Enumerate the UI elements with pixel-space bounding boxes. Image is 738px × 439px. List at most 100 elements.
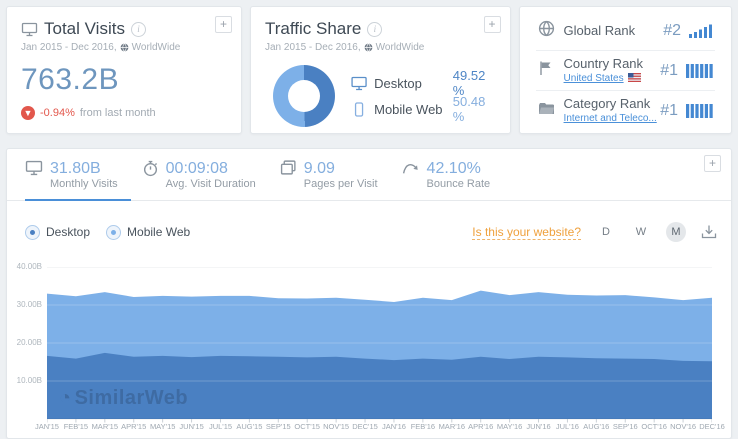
rank-bars-icon (686, 103, 713, 118)
add-to-dashboard-button[interactable]: + (483, 16, 501, 33)
x-tick-label: AUG'16 (583, 422, 610, 431)
mobile-icon (354, 101, 364, 117)
x-tick-label: JUN'15 (179, 422, 204, 431)
tab-bounce-rate[interactable]: 42.10% Bounce Rate (402, 159, 491, 190)
info-icon[interactable]: i (130, 21, 146, 37)
rank-value: #2 (663, 21, 681, 39)
pages-icon (280, 159, 296, 175)
stopwatch-icon (143, 160, 157, 176)
legend-toggle-desktop[interactable]: Desktop (25, 224, 90, 240)
x-tick-label: JAN'15 (35, 422, 59, 431)
card-title: Total Visits (44, 19, 125, 38)
is-this-your-website-link[interactable]: Is this your website? (472, 224, 581, 240)
stat-label: Bounce Rate (426, 177, 491, 190)
x-tick-label: JAN'16 (382, 422, 406, 431)
x-tick-label: APR'15 (121, 422, 147, 431)
legend-label: Desktop (374, 75, 422, 91)
x-axis-labels: JAN'15 FEB'15 MAR'15 APR'15 MAY'15 JUN'15 JUL'… (35, 422, 731, 432)
tab-pages-per-visit[interactable]: 9.09 Pages per Visit (280, 160, 378, 190)
y-tick-label: 10.00B (16, 376, 42, 385)
info-icon[interactable]: i (367, 21, 383, 37)
x-tick-label: FEB'15 (63, 422, 89, 431)
rank-bars-icon (686, 63, 713, 78)
total-visits-value: 763.2B (21, 63, 120, 96)
traffic-share-card: + Traffic Share i Jan 2015 - Dec 2016, W… (250, 6, 511, 134)
total-visits-card: + Total Visits i Jan 2015 - Dec 2016, Wo… (6, 6, 242, 134)
summary-cards-row: + Total Visits i Jan 2015 - Dec 2016, Wo… (6, 6, 732, 134)
x-tick-label: MAY'16 (496, 422, 523, 431)
x-tick-label: FEB'16 (410, 422, 436, 431)
similarweb-logo-icon: ◔ (59, 387, 72, 409)
change-note: from last month (79, 107, 156, 119)
card-title: Traffic Share (265, 19, 362, 38)
stacked-area-chart[interactable] (47, 267, 712, 424)
legend-label: Mobile Web (127, 225, 191, 239)
stat-value: 31.80B (50, 159, 101, 177)
change-value: -0.94% (40, 107, 75, 119)
scope-label: WorldWide (131, 42, 181, 53)
globe-icon (538, 20, 564, 42)
legend-value: 49.52 % (452, 68, 486, 98)
x-tick-label: DEC'15 (352, 422, 378, 431)
chart-controls: Desktop Mobile Web Is this your website?… (25, 217, 717, 247)
engagement-panel: + 31.80B Monthly Visits 00:09:08 Avg. Vi… (6, 148, 732, 439)
granularity-day-button[interactable]: D (596, 222, 616, 242)
x-tick-label: JUL'15 (208, 422, 233, 431)
scope-label: WorldWide (375, 42, 425, 53)
flag-icon (538, 60, 564, 81)
y-tick-label: 40.00B (16, 262, 42, 271)
legend-item-mobile: Mobile Web 50.48 % (351, 94, 496, 124)
rank-value: #1 (660, 101, 678, 119)
globe-icon (120, 43, 128, 52)
stat-value: 00:09:08 (165, 159, 228, 177)
card-subtitle: Jan 2015 - Dec 2016, WorldWide (265, 42, 496, 53)
x-tick-label: DEC'16 (699, 422, 725, 431)
x-tick-label: MAR'16 (438, 422, 466, 431)
legend-toggle-mobile[interactable]: Mobile Web (106, 224, 191, 240)
rank-bars-icon (689, 24, 712, 38)
x-tick-label: OCT'16 (641, 422, 667, 431)
traffic-share-donut-chart (273, 65, 335, 127)
bounce-arrow-icon (402, 163, 418, 173)
x-tick-label: OCT'15 (294, 422, 320, 431)
active-tab-underline (25, 199, 131, 201)
mobile-dot-icon[interactable] (106, 224, 122, 240)
x-tick-label: NOV'15 (323, 422, 350, 431)
desktop-icon (25, 160, 43, 175)
arrow-down-icon: ▼ (21, 106, 35, 120)
desktop-icon (351, 76, 367, 90)
x-tick-label: APR'16 (468, 422, 494, 431)
tab-avg-visit-duration[interactable]: 00:09:08 Avg. Visit Duration (142, 160, 256, 190)
country-link[interactable]: United States (563, 72, 624, 84)
add-to-dashboard-button[interactable]: + (215, 16, 232, 33)
rank-label: Country Rank (563, 55, 644, 71)
date-range: Jan 2015 - Dec 2016, (21, 42, 117, 53)
chart-series-legend: Desktop Mobile Web (25, 224, 191, 240)
stat-value: 9.09 (303, 159, 335, 177)
ranks-card: Global Rank #2 Country Rank United State… (518, 6, 732, 134)
granularity-month-button[interactable]: M (666, 222, 686, 242)
stats-tabs: 31.80B Monthly Visits 00:09:08 Avg. Visi… (7, 149, 731, 201)
x-tick-label: SEP'16 (612, 422, 638, 431)
stat-label: Pages per Visit (303, 177, 378, 190)
x-tick-label: AUG'15 (236, 422, 263, 431)
tab-monthly-visits[interactable]: 31.80B Monthly Visits (25, 160, 118, 190)
x-tick-label: JUL'16 (555, 422, 579, 431)
add-to-dashboard-button[interactable]: + (704, 155, 721, 172)
x-tick-label: NOV'16 (670, 422, 697, 431)
legend-label: Mobile Web (374, 101, 443, 117)
granularity-week-button[interactable]: W (631, 222, 651, 242)
folder-icon (538, 101, 564, 121)
global-rank-row: Global Rank #2 (536, 11, 715, 50)
watermark-text: SimilarWeb (74, 387, 189, 409)
rank-label: Category Rank (563, 95, 651, 111)
stat-label: Avg. Visit Duration (165, 177, 256, 190)
stat-value: 42.10% (426, 159, 481, 177)
download-icon[interactable] (701, 224, 717, 240)
rank-label: Global Rank (563, 23, 636, 38)
us-flag-icon (628, 72, 642, 82)
desktop-dot-icon[interactable] (25, 224, 40, 240)
category-link[interactable]: Internet and Teleco... (563, 112, 657, 124)
traffic-share-legend: Desktop 49.52 % Mobile Web 50.48 % (351, 68, 496, 124)
legend-value: 50.48 % (452, 94, 486, 124)
